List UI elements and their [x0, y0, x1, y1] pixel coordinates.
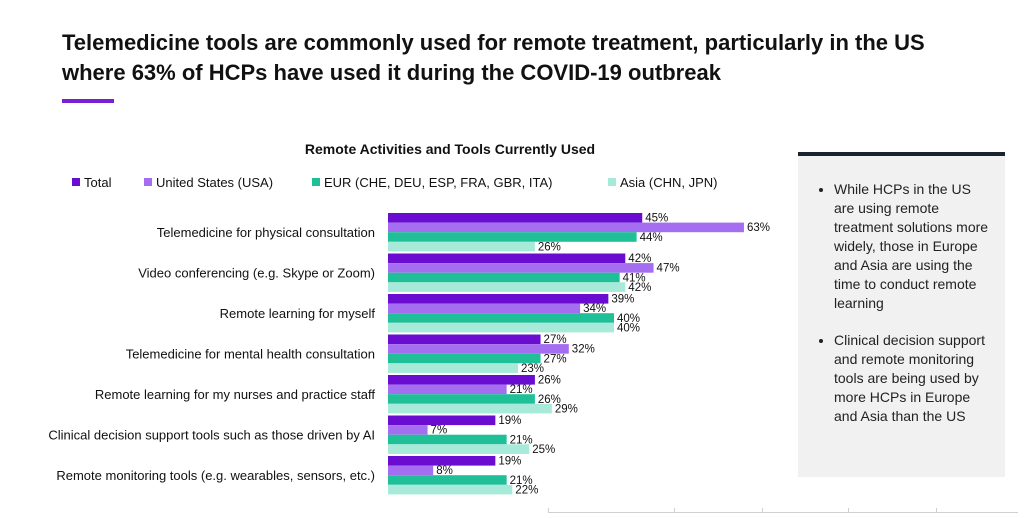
legend-item-eur: EUR (CHE, DEU, ESP, FRA, GBR, ITA) — [312, 175, 553, 190]
bar-value-label: 47% — [657, 263, 680, 275]
legend-label-usa: United States (USA) — [156, 175, 274, 190]
bar-value-label: 25% — [532, 444, 555, 456]
bar-value-label: 23% — [521, 363, 544, 375]
bar-chart: Telemedicine for physical consultation 45… — [48, 213, 770, 497]
bar — [388, 272, 620, 283]
legend-swatch-asia — [608, 178, 616, 186]
bar — [388, 484, 513, 495]
bar — [388, 313, 614, 323]
bar — [388, 213, 643, 223]
bar — [388, 375, 535, 385]
bar-value-label: 7% — [431, 425, 448, 437]
bar — [388, 294, 609, 304]
bar — [388, 475, 507, 485]
title-accent-bar — [62, 99, 114, 103]
legend-label-total: Total — [84, 175, 112, 190]
bar — [388, 465, 434, 476]
bar-value-label: 21% — [510, 475, 533, 487]
bar-value-label: 27% — [544, 353, 567, 365]
category-label: Telemedicine for mental health consultat… — [126, 347, 375, 362]
bar-value-label: 63% — [747, 222, 770, 234]
bar-value-label: 42% — [628, 253, 651, 265]
bar — [388, 403, 552, 414]
insights-panel: While HCPs in the US are using remote tr… — [798, 152, 1005, 477]
legend-swatch-total — [72, 178, 80, 186]
bar — [388, 425, 428, 435]
category-label: Video conferencing (e.g. Skype or Zoom) — [138, 266, 375, 281]
footer-tick — [848, 508, 849, 513]
bar — [388, 353, 541, 364]
footer-divider — [548, 512, 1018, 513]
bar-value-label: 40% — [617, 322, 640, 334]
bar-value-label: 8% — [436, 465, 453, 477]
bar — [388, 222, 744, 233]
bar — [388, 282, 626, 292]
legend-item-total: Total — [72, 175, 111, 190]
bar-value-label: 44% — [640, 232, 663, 244]
bar — [388, 322, 614, 333]
bar-value-label: 42% — [628, 282, 651, 294]
bar — [388, 232, 637, 242]
footer-tick — [674, 508, 675, 513]
bar-value-label: 22% — [515, 484, 538, 496]
bar-value-label: 40% — [617, 313, 640, 325]
bar — [388, 434, 507, 445]
bar — [388, 263, 654, 273]
bar — [388, 253, 626, 264]
bar — [388, 456, 496, 466]
bar-value-label: 34% — [583, 303, 606, 315]
bar-value-label: 41% — [623, 272, 646, 284]
bar-value-label: 45% — [645, 213, 668, 225]
bar-value-label: 19% — [498, 456, 521, 468]
category-label: Clinical decision support tools such as … — [48, 428, 375, 443]
legend-item-usa: United States (USA) — [144, 175, 273, 190]
bar-value-label: 27% — [544, 334, 567, 346]
legend-swatch-usa — [144, 178, 152, 186]
bar-value-label: 26% — [538, 375, 561, 387]
insight-bullet-1: While HCPs in the US are using remote tr… — [834, 180, 989, 313]
bar-value-label: 26% — [538, 241, 561, 253]
page-title: Telemedicine tools are commonly used for… — [62, 30, 925, 85]
bar — [388, 334, 541, 345]
bar — [388, 415, 496, 426]
bar — [388, 384, 507, 395]
bar — [388, 303, 581, 314]
legend-label-asia: Asia (CHN, JPN) — [620, 175, 718, 190]
bar-value-label: 29% — [555, 403, 578, 415]
insights-list: While HCPs in the US are using remote tr… — [820, 180, 989, 426]
category-label: Remote learning for my nurses and practi… — [95, 387, 376, 402]
bar — [388, 241, 535, 252]
bar-value-label: 21% — [510, 384, 533, 396]
category-label: Telemedicine for physical consultation — [157, 225, 375, 240]
bar — [388, 363, 518, 373]
bar — [388, 394, 535, 404]
footer-tick — [548, 508, 549, 513]
bar — [388, 444, 530, 454]
legend-swatch-eur — [312, 178, 320, 186]
bar-value-label: 32% — [572, 344, 595, 356]
bar-value-label: 39% — [611, 294, 634, 306]
category-label: Remote monitoring tools (e.g. wearables,… — [56, 468, 375, 483]
chart-title: Remote Activities and Tools Currently Us… — [304, 141, 596, 157]
bar-value-label: 19% — [498, 415, 521, 427]
legend-item-asia: Asia (CHN, JPN) — [608, 175, 718, 190]
bar-value-label: 21% — [510, 434, 533, 446]
footer-tick — [936, 508, 937, 513]
footer-tick — [762, 508, 763, 513]
bar-value-label: 26% — [538, 394, 561, 406]
insight-bullet-2: Clinical decision support and remote mon… — [834, 331, 989, 426]
bar — [388, 344, 569, 354]
legend-label-eur: EUR (CHE, DEU, ESP, FRA, GBR, ITA) — [324, 175, 553, 190]
category-label: Remote learning for myself — [220, 306, 376, 321]
